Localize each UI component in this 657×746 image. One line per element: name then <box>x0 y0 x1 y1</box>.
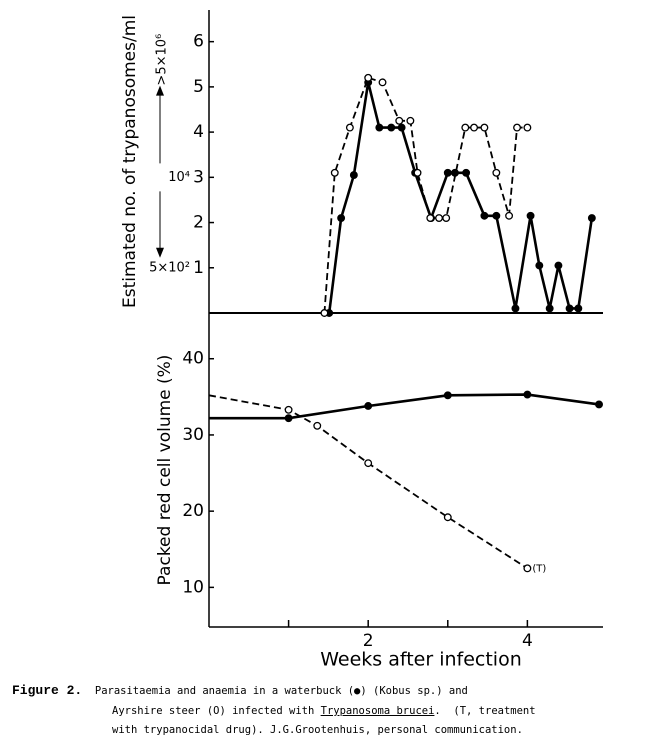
point <box>461 123 470 132</box>
point <box>443 513 452 522</box>
point <box>505 211 514 220</box>
y-axis-label: Packed red cell volume (%) <box>155 355 175 586</box>
y-tick-label: 30 <box>182 425 204 445</box>
arrow-head <box>156 85 164 96</box>
series-line <box>209 393 600 420</box>
point <box>511 304 520 313</box>
point <box>378 78 387 87</box>
caption-text: . (T, treatment <box>434 705 536 717</box>
point <box>595 400 603 409</box>
y-tick-label: 2 <box>193 213 204 233</box>
point <box>364 402 373 410</box>
point <box>480 211 489 220</box>
point <box>349 171 358 180</box>
point <box>545 304 554 313</box>
point <box>406 116 415 125</box>
annotation: (T) <box>532 563 546 574</box>
series-line <box>327 82 594 314</box>
point <box>480 123 489 132</box>
point <box>470 123 479 132</box>
point <box>320 309 329 317</box>
caption-line: Ayrshire steer (O) infected with Trypano… <box>112 705 536 717</box>
alt-scale-label: >5×10⁶ <box>155 34 170 86</box>
point <box>387 123 396 132</box>
y-tick-label: 4 <box>193 122 204 142</box>
point <box>443 168 452 177</box>
point <box>364 459 373 468</box>
x-axis-label: Weeks after infection <box>320 649 522 671</box>
caption-text: Parasitaemia and anaemia in a waterbuck … <box>94 685 468 697</box>
x-tick-label: 2 <box>363 631 374 651</box>
point <box>513 123 521 132</box>
x-tick-label: 4 <box>522 631 533 651</box>
point <box>337 214 346 222</box>
alt-scale-label: 10⁴ <box>168 170 190 185</box>
point <box>435 214 443 222</box>
y-tick-label: 3 <box>193 167 204 187</box>
alt-scale-label: 5×10² <box>149 260 190 275</box>
y-tick-label: 20 <box>182 501 204 521</box>
point <box>443 391 452 400</box>
caption-line: Figure 2. Parasitaemia and anaemia in a … <box>12 683 468 698</box>
point <box>574 304 583 313</box>
point <box>587 214 596 222</box>
point <box>284 414 293 423</box>
point <box>492 168 501 177</box>
point <box>364 73 373 82</box>
point <box>523 564 532 573</box>
point <box>523 390 532 399</box>
y-tick-label: 1 <box>193 258 204 278</box>
point <box>554 261 563 270</box>
caption-text: with trypanocidal drug). J.G.Grootenhuis… <box>112 724 523 736</box>
caption-label: Figure 2. <box>12 683 83 698</box>
y-axis-label: Estimated no. of trypanosomes/ml <box>120 15 140 308</box>
arrow-head <box>156 247 164 258</box>
y-tick-label: 5 <box>193 77 204 97</box>
y-tick-label: 6 <box>193 32 204 52</box>
point <box>375 123 384 132</box>
point <box>442 214 451 222</box>
point <box>313 421 322 430</box>
point <box>284 405 293 414</box>
point <box>535 261 544 270</box>
caption-line: with trypanocidal drug). J.G.Grootenhuis… <box>112 724 523 736</box>
chart: 1 2 3 4 5 6 Estimated no. of trypanosomes/ml >5… <box>120 10 603 671</box>
point <box>462 168 471 177</box>
series-line <box>208 394 528 570</box>
series-line <box>323 76 528 314</box>
point <box>492 211 501 220</box>
point <box>523 123 532 132</box>
point <box>395 116 404 125</box>
point <box>397 123 406 132</box>
point <box>426 214 435 222</box>
species: Trypanosoma brucei <box>320 705 435 717</box>
point <box>330 168 339 177</box>
caption-text: Ayrshire steer (O) infected with <box>112 705 321 717</box>
y-tick-label: 40 <box>182 349 204 369</box>
point <box>526 211 535 220</box>
point <box>413 168 422 177</box>
point <box>345 123 354 132</box>
point <box>565 304 574 313</box>
y-tick-label: 10 <box>182 577 204 597</box>
